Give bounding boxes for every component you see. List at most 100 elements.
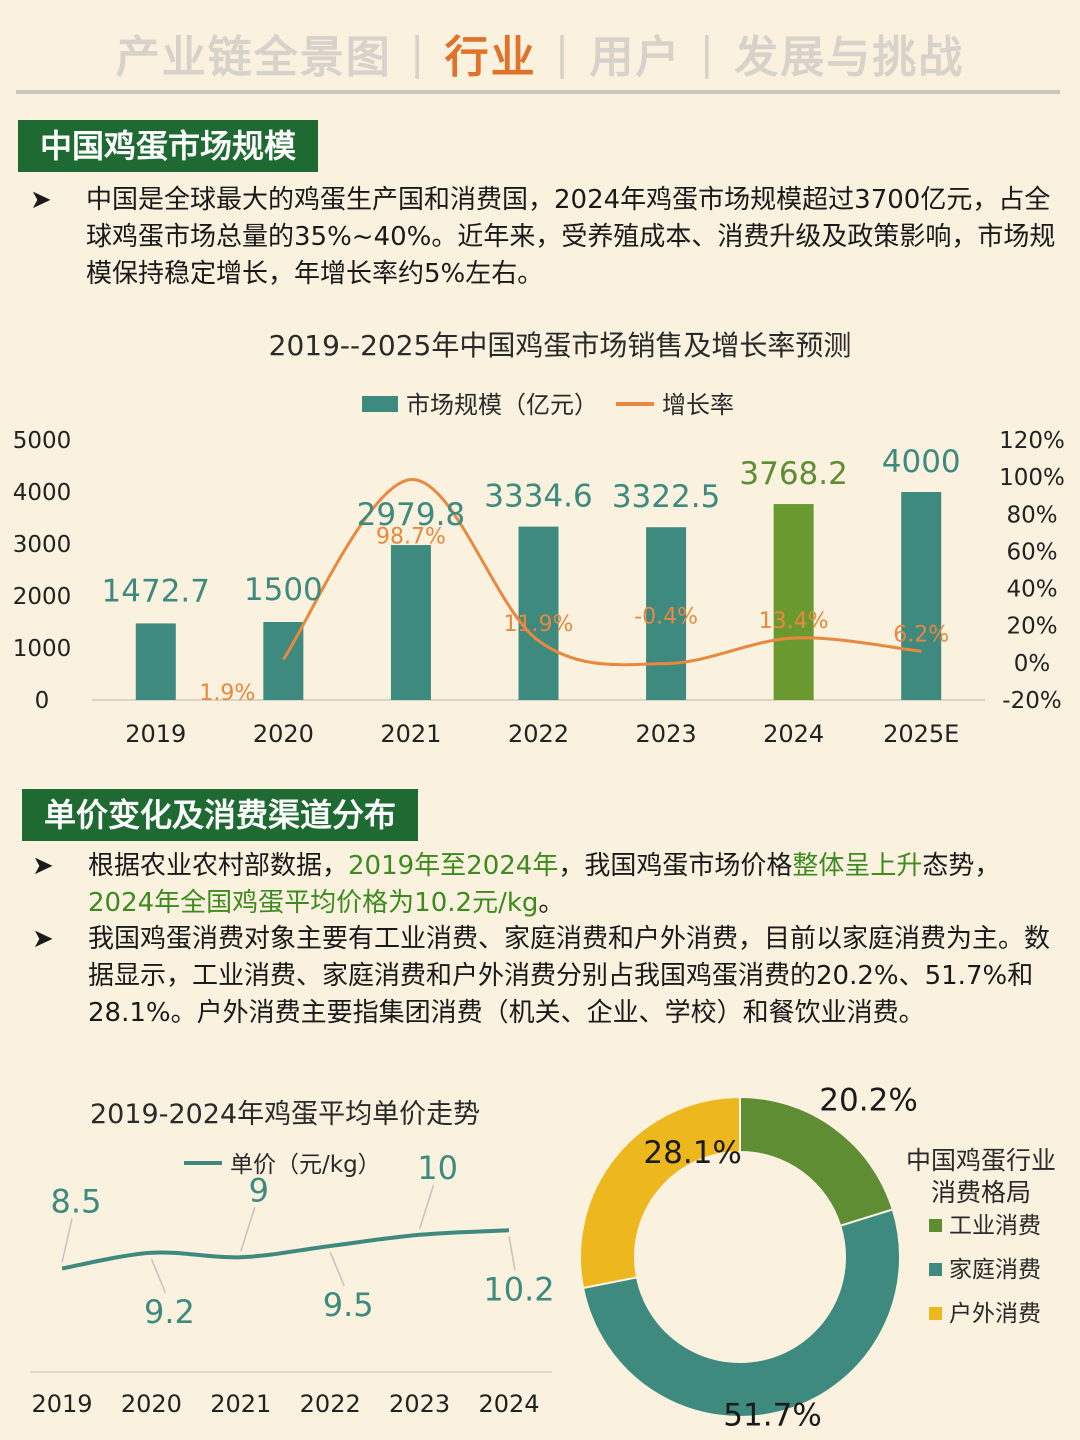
unit-price-line: [61, 1228, 510, 1271]
y-left-tick-label: 1000: [13, 636, 72, 662]
slice-value-label: 28.1%: [643, 1135, 741, 1171]
consumption-paragraph: ➤ 我国鸡蛋消费对象主要有工业消费、家庭消费和户外消费，目前以家庭消费为主。数据…: [32, 921, 1062, 1032]
leader-line: [329, 1251, 345, 1287]
y-right-tick-label: 80%: [1006, 502, 1057, 528]
x-tick-label: 2023: [636, 720, 697, 748]
legend-label: 家庭消费: [949, 1257, 1041, 1283]
leader-line: [150, 1258, 167, 1294]
paragraph-text: 根据农业农村部数据，2019年至2024年，我国鸡蛋市场价格整体呈上升态势，20…: [88, 851, 1001, 918]
bullet-arrow-icon: ➤: [30, 185, 52, 215]
x-tick-label: 2019: [125, 720, 186, 748]
leader-line: [418, 1184, 435, 1229]
bar-value-label: 3768.2: [739, 456, 847, 492]
nav-separator: |: [409, 27, 427, 79]
nav-divider: [16, 90, 1060, 94]
market-size-bar: [390, 545, 431, 700]
nav-separator: |: [554, 27, 572, 79]
x-tick-label: 2020: [253, 720, 314, 748]
market-size-bar: [518, 526, 559, 700]
paragraph-text: 中国是全球最大的鸡蛋生产国和消费国，2024年鸡蛋市场规模超过3700亿元，占全…: [86, 185, 1056, 289]
x-tick-label: 2021: [380, 720, 441, 748]
market-size-bar: [646, 527, 687, 700]
growth-rate-line: [282, 478, 922, 667]
legend-label: 户外消费: [949, 1301, 1041, 1327]
y-right-tick-label: 120%: [999, 428, 1065, 454]
x-tick-label: 2025E: [883, 720, 959, 748]
nav-item-users[interactable]: 用户: [589, 32, 682, 83]
donut-title-line1: 中国鸡蛋行业: [906, 1146, 1056, 1175]
price-paragraph: ➤ 根据农业农村部数据，2019年至2024年，我国鸡蛋市场价格整体呈上升态势，…: [32, 848, 1062, 922]
y-left-tick-label: 4000: [13, 480, 72, 506]
section-title-price-channel: 单价变化及消费渠道分布: [22, 789, 419, 841]
y-right-tick-label: 60%: [1006, 539, 1057, 565]
y-right-tick-label: 100%: [999, 465, 1065, 491]
top-nav: 产业链全景图 | 行业 | 用户 | 发展与挑战: [0, 18, 1080, 88]
legend-swatch: [929, 1307, 942, 1320]
market-size-paragraph: ➤ 中国是全球最大的鸡蛋生产国和消费国，2024年鸡蛋市场规模超过3700亿元，…: [30, 182, 1060, 293]
y-left-tick-label: 0: [35, 688, 50, 714]
x-tick-label: 2022: [508, 720, 569, 748]
price-value-label: 8.5: [51, 1183, 102, 1221]
nav-item-industry[interactable]: 行业: [444, 32, 537, 83]
growth-rate-label: 13.4%: [759, 609, 829, 634]
leader-line: [240, 1207, 256, 1252]
growth-rate-label: 11.9%: [504, 612, 574, 637]
donut-slice: [579, 1095, 741, 1290]
bar-value-label: 3322.5: [612, 479, 720, 515]
slice-value-label: 20.2%: [819, 1085, 917, 1118]
x-tick-label: 2021: [210, 1390, 271, 1418]
chart-title: 2019--2025年中国鸡蛋市场销售及增长率预测: [269, 329, 852, 362]
bar-value-label: 3334.6: [484, 479, 592, 515]
leader-line: [508, 1236, 516, 1271]
price-value-label: 9.5: [323, 1286, 374, 1324]
y-left-tick-label: 3000: [13, 532, 72, 558]
section-title-market-size: 中国鸡蛋市场规模: [18, 120, 319, 172]
chart-title: 2019-2024年鸡蛋平均单价走势: [90, 1099, 480, 1130]
legend-label: 工业消费: [949, 1213, 1041, 1239]
market-size-bar: [901, 492, 942, 700]
price-value-label: 10: [417, 1149, 458, 1187]
leader-line: [61, 1218, 73, 1263]
price-value-label: 9: [249, 1171, 269, 1209]
y-right-tick-label: 0%: [1014, 651, 1051, 677]
bar-value-label: 1472.7: [102, 573, 210, 609]
y-left-tick-label: 2000: [13, 584, 72, 610]
bullet-arrow-icon: ➤: [32, 924, 54, 954]
donut-title-line2: 消费格局: [931, 1178, 1031, 1207]
x-tick-label: 2023: [389, 1390, 450, 1418]
growth-rate-label: 98.7%: [376, 525, 446, 550]
bar-value-label: 1500: [244, 572, 323, 608]
slice-value-label: 51.7%: [723, 1397, 821, 1433]
x-tick-label: 2024: [478, 1390, 539, 1418]
y-right-tick-label: -20%: [1002, 688, 1061, 714]
price-value-label: 9.2: [144, 1293, 195, 1331]
y-right-tick-label: 20%: [1006, 614, 1057, 640]
growth-rate-label: -0.4%: [634, 605, 698, 630]
nav-item-development[interactable]: 发展与挑战: [734, 32, 965, 83]
chart-legend: 市场规模（亿元） 增长率: [362, 391, 734, 419]
growth-rate-label: 6.2%: [893, 622, 949, 647]
growth-rate-label: 1.9%: [199, 681, 255, 706]
x-tick-label: 2020: [121, 1390, 182, 1418]
legend-swatch-bar: [362, 396, 398, 412]
nav-item-industry-chain[interactable]: 产业链全景图: [115, 32, 392, 83]
legend-label-bar: 市场规模（亿元）: [406, 391, 598, 419]
bar-value-label: 2979.8: [357, 497, 465, 533]
x-tick-label: 2024: [763, 720, 824, 748]
bullet-arrow-icon: ➤: [32, 851, 54, 881]
bar-value-label: 4000: [882, 444, 961, 480]
price-value-label: 10.2: [483, 1270, 554, 1308]
x-tick-label: 2019: [31, 1390, 92, 1418]
nav-separator: |: [699, 27, 717, 79]
market-size-bar: [135, 623, 176, 700]
market-size-bar: [773, 504, 814, 700]
unit-price-chart: 2019-2024年鸡蛋平均单价走势 单价（元/kg） 8.5 9.2 9 9.5 10…: [30, 1099, 555, 1418]
legend-swatch: [929, 1219, 942, 1232]
y-right-tick-label: 40%: [1006, 577, 1057, 603]
legend-label-line: 增长率: [662, 391, 734, 419]
legend-label: 单价（元/kg）: [230, 1152, 381, 1178]
x-tick-label: 2022: [300, 1390, 361, 1418]
y-left-tick-label: 5000: [13, 428, 72, 454]
donut-slice: [581, 1208, 901, 1418]
